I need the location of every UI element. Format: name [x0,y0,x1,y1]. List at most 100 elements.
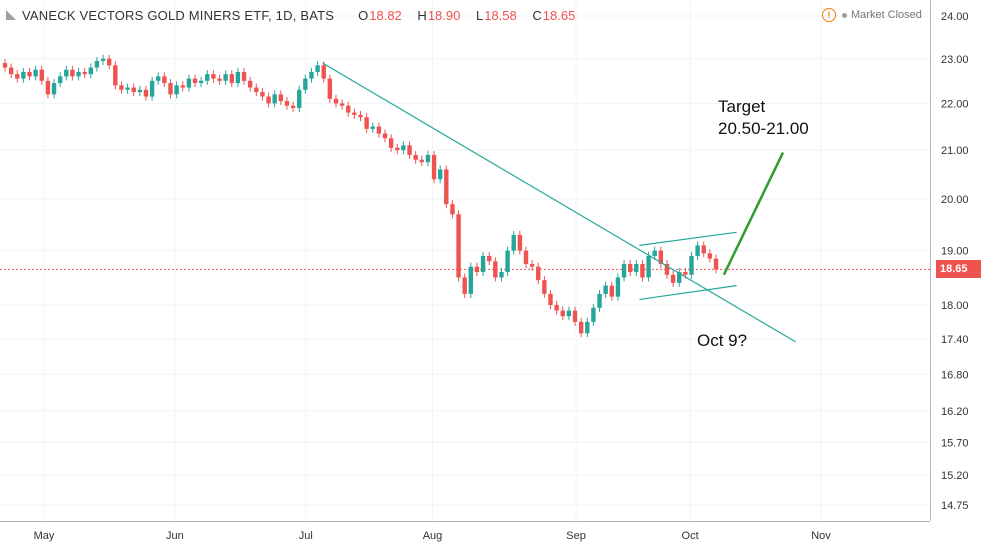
candle-body [113,65,118,86]
candle-body [106,58,112,66]
candle [523,246,529,268]
candle [235,67,241,88]
candle [658,246,664,268]
candle [560,306,565,321]
candle [542,276,547,298]
candle-body [658,250,664,264]
candle-body [33,69,38,77]
candle [450,200,455,219]
y-tick-label: 19.00 [941,246,969,258]
candle-body [444,169,449,205]
candle-body [382,133,388,139]
candle-body [15,74,20,79]
symbol-title: VANECK VECTORS GOLD MINERS ETF, 1D, BATS [22,7,335,23]
candle-body [266,96,271,104]
candle [456,210,461,282]
candle [701,241,706,258]
candle [241,67,247,85]
candle [578,317,584,338]
candle [627,259,633,277]
candle-body [156,76,161,81]
candle [376,122,382,138]
candle-body [346,105,351,113]
candle-body [370,126,375,129]
candle-body [652,250,657,256]
candle [444,165,449,209]
candle-body [339,103,345,106]
candle [82,67,87,79]
candle-body [468,266,474,294]
candle [205,70,210,85]
candle [229,70,234,88]
candle [664,259,670,279]
candle-body [554,304,559,311]
candle-body [695,245,700,256]
candle [57,72,63,88]
candle-body [76,71,81,77]
market-status[interactable]: ! Market Closed [822,8,922,22]
x-tick-label: Nov [811,530,831,542]
candle-body [474,266,480,273]
candle-body [235,71,241,84]
candle [119,81,124,94]
candle [474,262,480,277]
trendline-target-arrow [722,151,785,276]
candle-body [247,80,253,88]
ohlc-close: C18.65 [532,7,576,23]
candle-body [683,272,688,275]
y-tick-label: 20.00 [941,194,969,206]
x-tick-label: May [34,530,55,542]
candle-body [241,71,247,81]
candle [64,65,69,81]
candle [303,74,308,94]
candle-body [27,71,32,77]
candle [297,85,302,113]
candle-body [419,159,424,163]
candle [487,251,492,266]
candle [39,65,44,85]
candle [505,246,510,277]
candle-body [640,263,645,278]
candle-body [707,253,713,259]
candle [419,155,424,167]
candle-body [192,78,198,84]
candle-body [437,169,443,180]
candle [695,241,700,260]
candle [529,259,535,271]
date-annotation: Oct 9? [697,331,748,350]
candle-body [578,321,584,334]
candle-body [137,89,143,93]
candle [88,63,94,79]
candle [566,306,572,321]
candle-body [523,250,529,264]
candle [15,70,20,83]
candle [597,289,602,312]
candle-body [284,101,290,106]
candle-body [297,89,302,108]
candle [352,108,357,119]
candle-body [82,71,87,75]
candle-body [125,87,130,90]
candle [272,90,277,108]
candle-body [309,71,314,79]
candle-body [39,69,44,81]
candle [2,59,8,72]
x-tick-label: Oct [682,530,699,542]
candle [339,99,345,110]
target-annotation: Target 20.50-21.00 [718,96,809,140]
candle-body [701,245,706,254]
candle [646,251,651,282]
trendline-downtrend [322,62,796,343]
candle [223,70,228,85]
candlestick-series [2,54,719,338]
candle-body [529,263,535,267]
candle-body [211,74,216,79]
candle [321,61,326,83]
candle-body [560,310,565,317]
candle [591,303,596,326]
candle-body [591,307,596,322]
warning-icon[interactable]: ! [822,8,836,22]
candle [480,251,486,277]
candle [309,67,314,83]
